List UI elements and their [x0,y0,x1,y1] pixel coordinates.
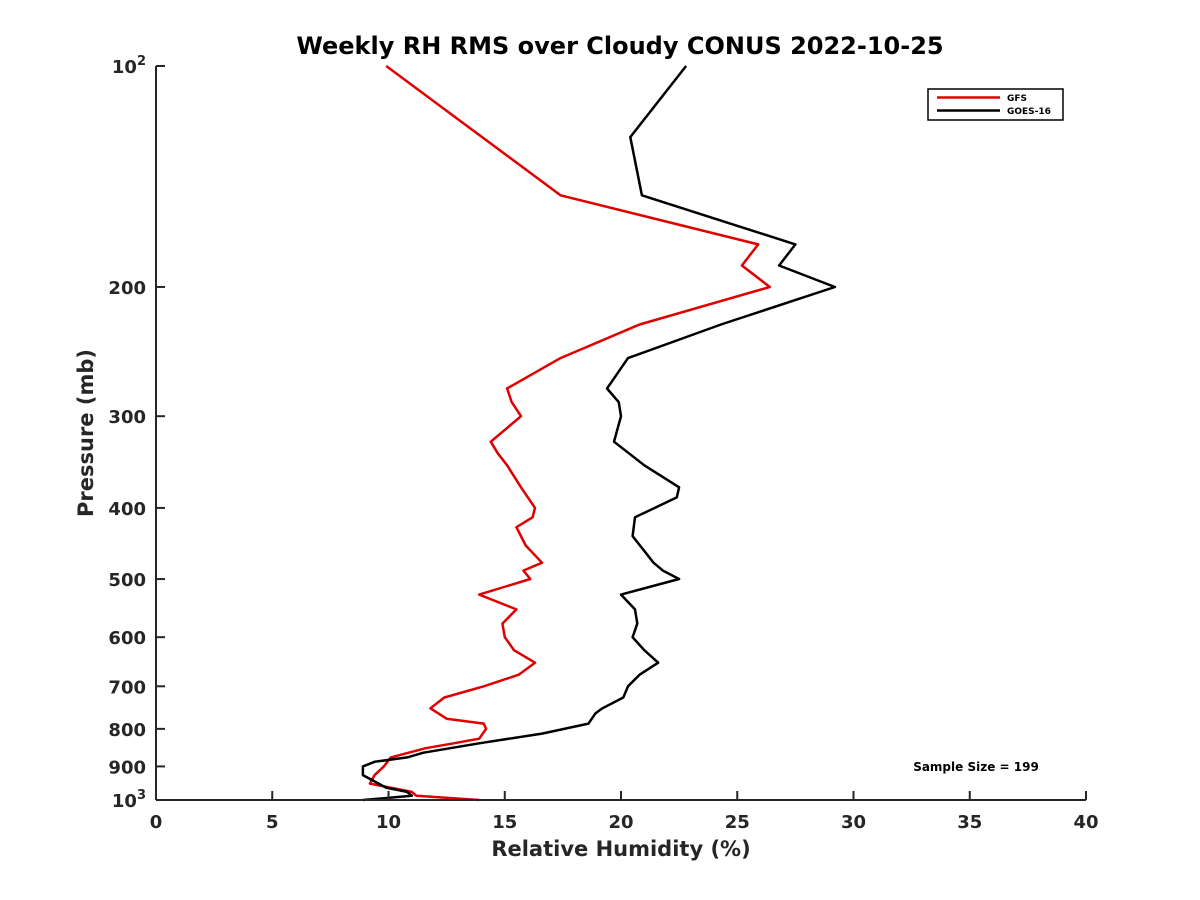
chart-title: Weekly RH RMS over Cloudy CONUS 2022-10-… [296,32,943,60]
x-tick-label: 30 [841,812,866,833]
series-line-goes-16 [361,65,837,802]
y-tick-label: 200 [108,278,146,299]
y-tick-label: 900 [108,757,146,778]
legend-box [927,88,1064,121]
y-tick-label: 700 [108,677,146,698]
x-axis-label: Relative Humidity (%) [491,837,750,861]
x-ticks: 0 5 10 15 20 25 30 35 40 [150,791,1099,833]
x-tick-label: 5 [266,812,279,833]
y-tick-label: 400 [108,499,146,520]
legend: GFS GOES-16 [927,88,1064,121]
sample-size-annotation: Sample Size = 199 [913,760,1039,774]
series-layer [361,64,837,802]
y-tick-label: 800 [108,720,146,741]
x-tick-label: 35 [957,812,982,833]
legend-label-gfs: GFS [1007,94,1027,104]
legend-label-goes-16: GOES-16 [1007,107,1051,117]
x-tick-label: 20 [608,812,633,833]
y-tick-label: 600 [108,628,146,649]
x-tick-label: 10 [376,812,401,833]
x-tick-label: 15 [492,812,517,833]
y-tick-label: 500 [108,570,146,591]
x-tick-label: 0 [150,812,163,833]
series-line-gfs [368,64,772,802]
y-axis-label: Pressure (mb) [74,349,98,517]
x-tick-label: 25 [725,812,750,833]
y-tick-label: 300 [108,407,146,428]
x-tick-label: 40 [1073,812,1098,833]
